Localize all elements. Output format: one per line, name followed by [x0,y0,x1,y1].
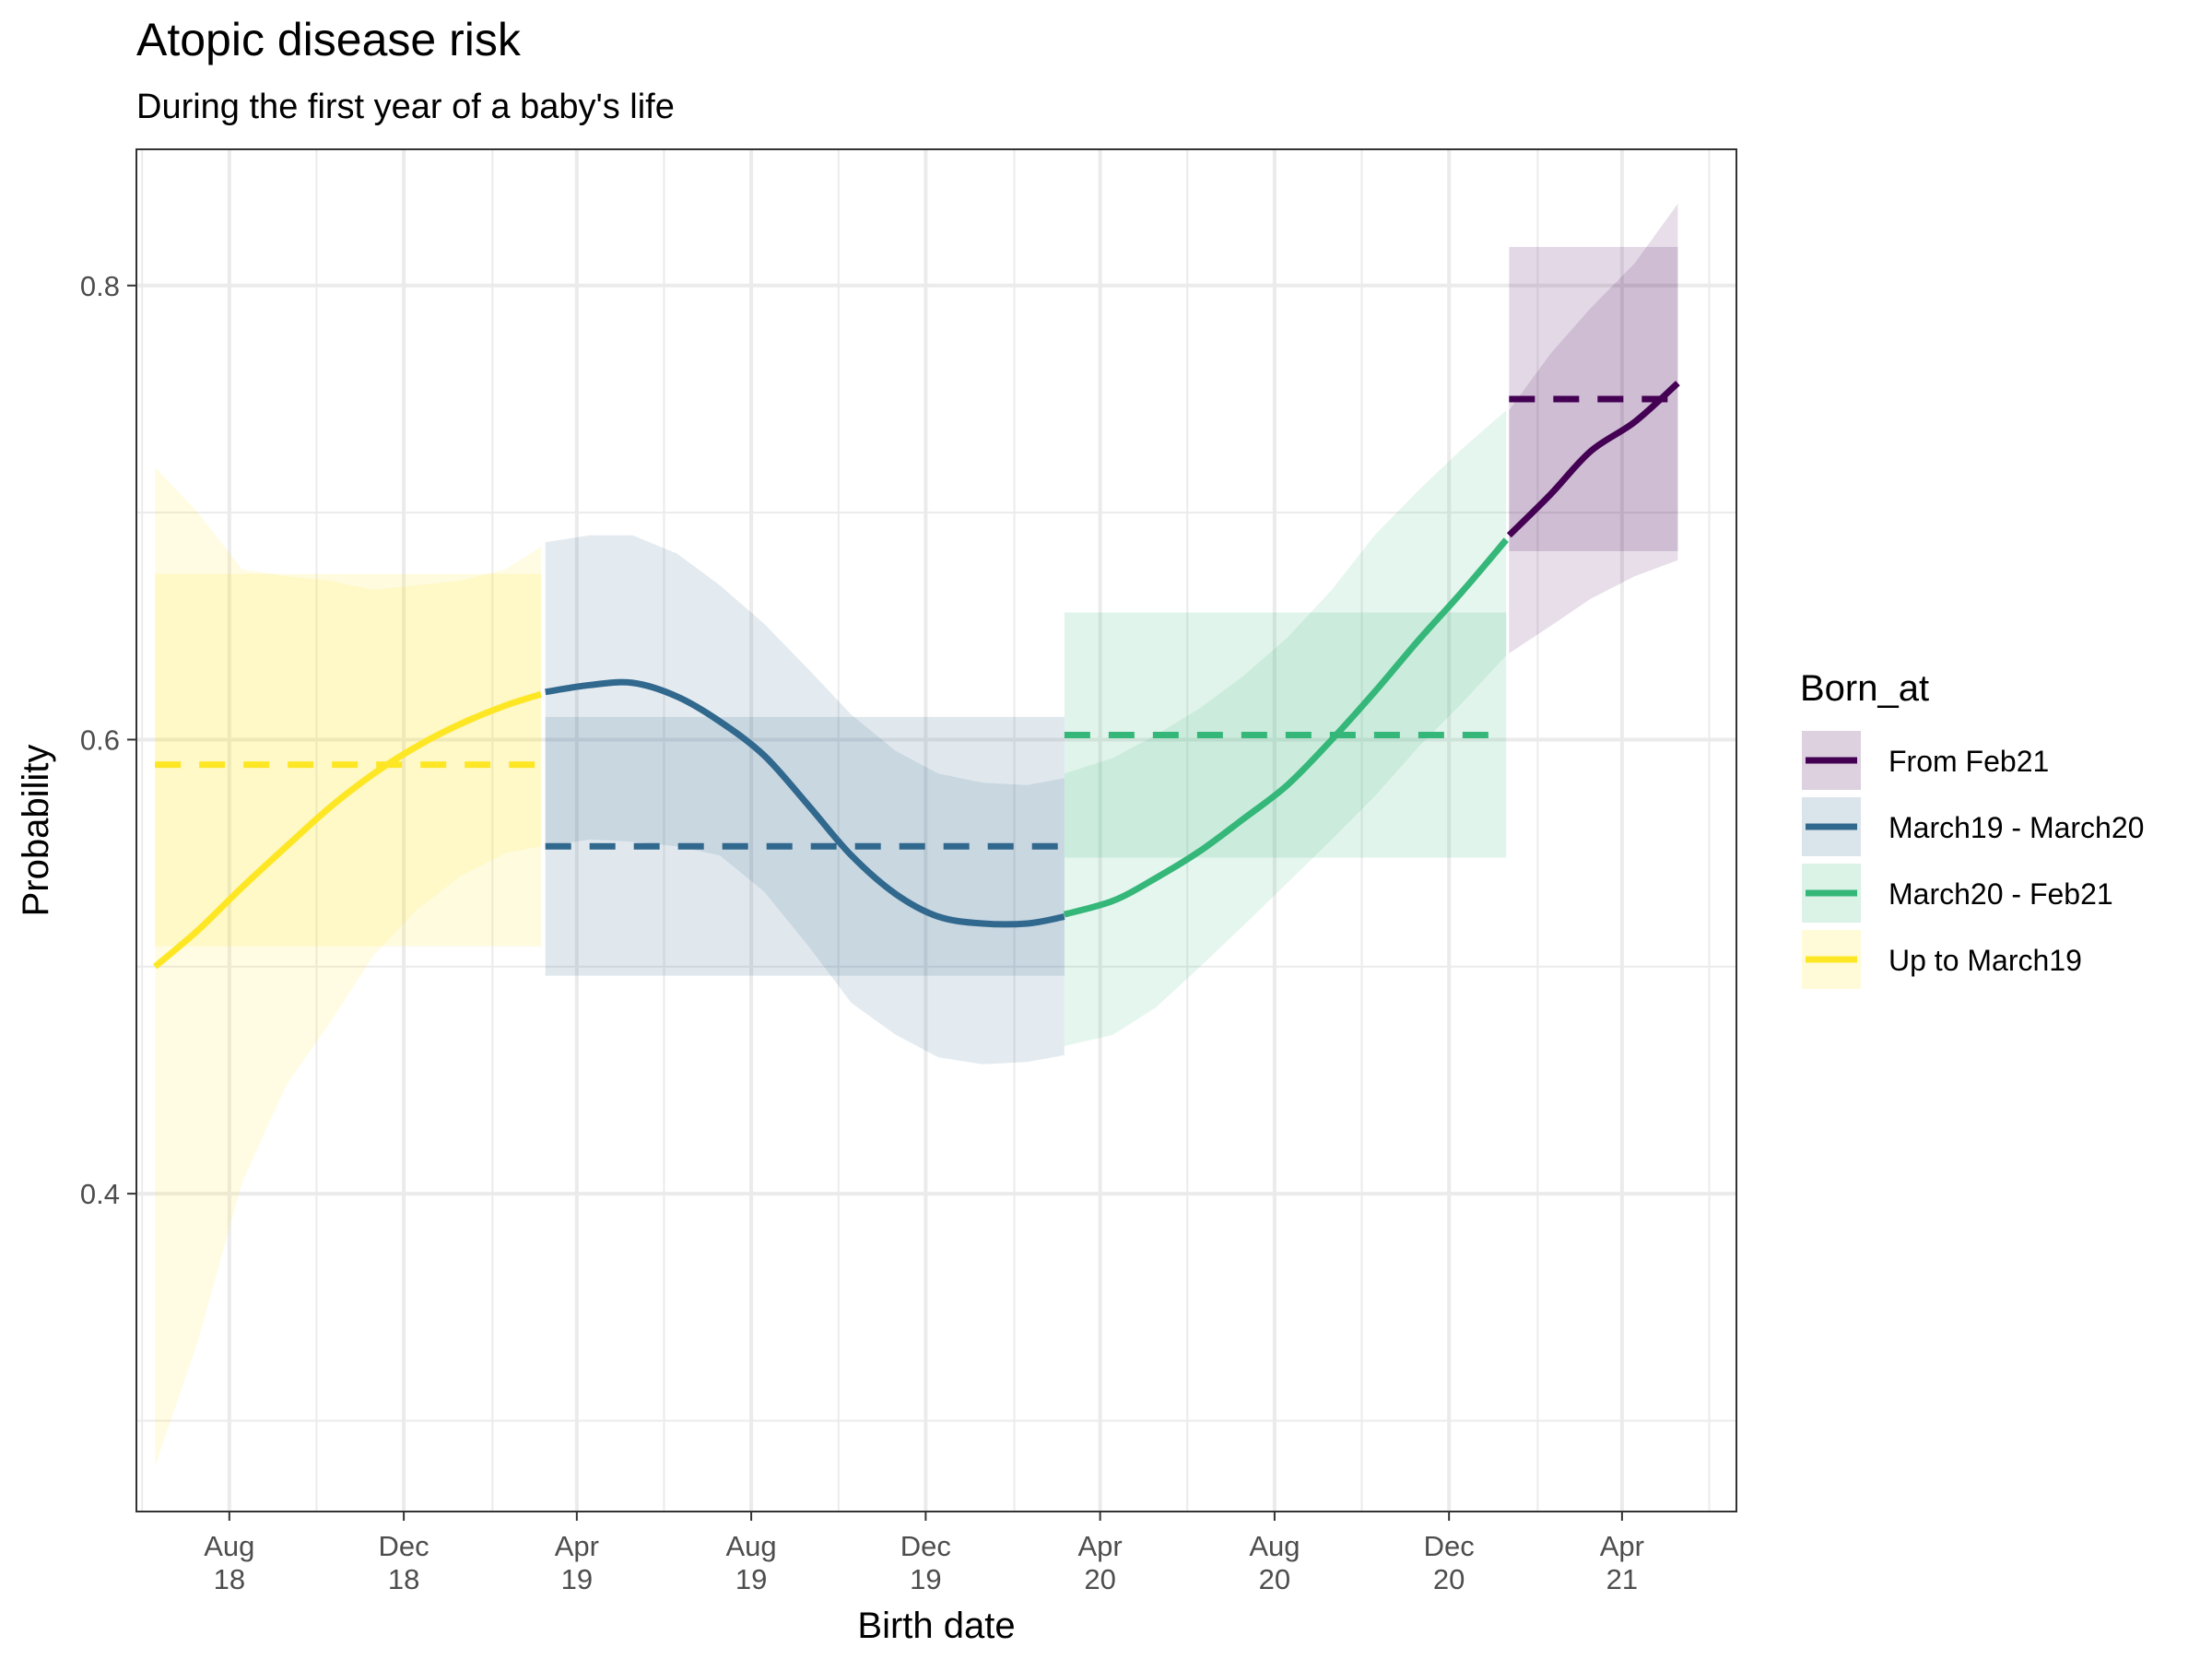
x-tick-label: Aug 18 [204,1530,254,1595]
x-tick-label: Aug 19 [726,1530,777,1595]
y-axis-ticks: 0.4 0.6 0.8 [80,270,136,1210]
band-from-feb21 [1509,204,1678,653]
trend-curves [152,381,1680,970]
curve-from-feb21 [1506,381,1680,538]
curve-march19-march20 [545,678,1065,928]
x-axis-title: Birth date [857,1606,1015,1646]
major-gridlines [136,149,1736,1512]
legend-label-up-to-march19: Up to March19 [1888,944,2082,977]
band-up-to-march19 [155,466,541,1466]
x-tick-label: Apr 19 [555,1530,599,1595]
mean-lines [155,395,1678,850]
legend: Born_at From Feb21 March19 - March20 March… [1800,668,2144,989]
x-tick-label: Dec 18 [379,1530,429,1595]
curve-march20-feb21 [1063,537,1509,918]
legend-title: Born_at [1800,668,1929,709]
legend-label-from-feb21: From Feb21 [1888,745,2049,778]
chart-title: Atopic disease risk [136,14,522,65]
band-march20-feb21 [1064,410,1507,1046]
y-axis-title: Probability [16,745,56,917]
y-tick-label: 0.8 [80,270,120,302]
x-tick-label: Apr 21 [1600,1530,1644,1595]
x-tick-label: Aug 20 [1249,1530,1300,1595]
x-tick-label: Dec 19 [900,1530,951,1595]
mean-ci-up-to-march19 [155,573,542,947]
curve-up-to-march19 [152,690,543,970]
panel-border [135,148,1737,1512]
x-tick-label: Apr 20 [1078,1530,1123,1595]
y-tick-label: 0.4 [80,1178,120,1210]
x-tick-label: Dec 20 [1424,1530,1475,1595]
mean-ci-march19-march20 [545,716,1065,976]
chart-subtitle: During the first year of a baby's life [136,88,675,126]
y-tick-label: 0.6 [80,724,120,756]
legend-label-march19-march20: March19 - March20 [1888,811,2144,844]
legend-label-march20-feb21: March20 - Feb21 [1888,877,2113,911]
x-axis-ticks: Aug 18 Dec 18 Apr 19 Aug 19 Dec 19 Apr 20 Aug 20 Dec 20… [204,1512,1644,1595]
